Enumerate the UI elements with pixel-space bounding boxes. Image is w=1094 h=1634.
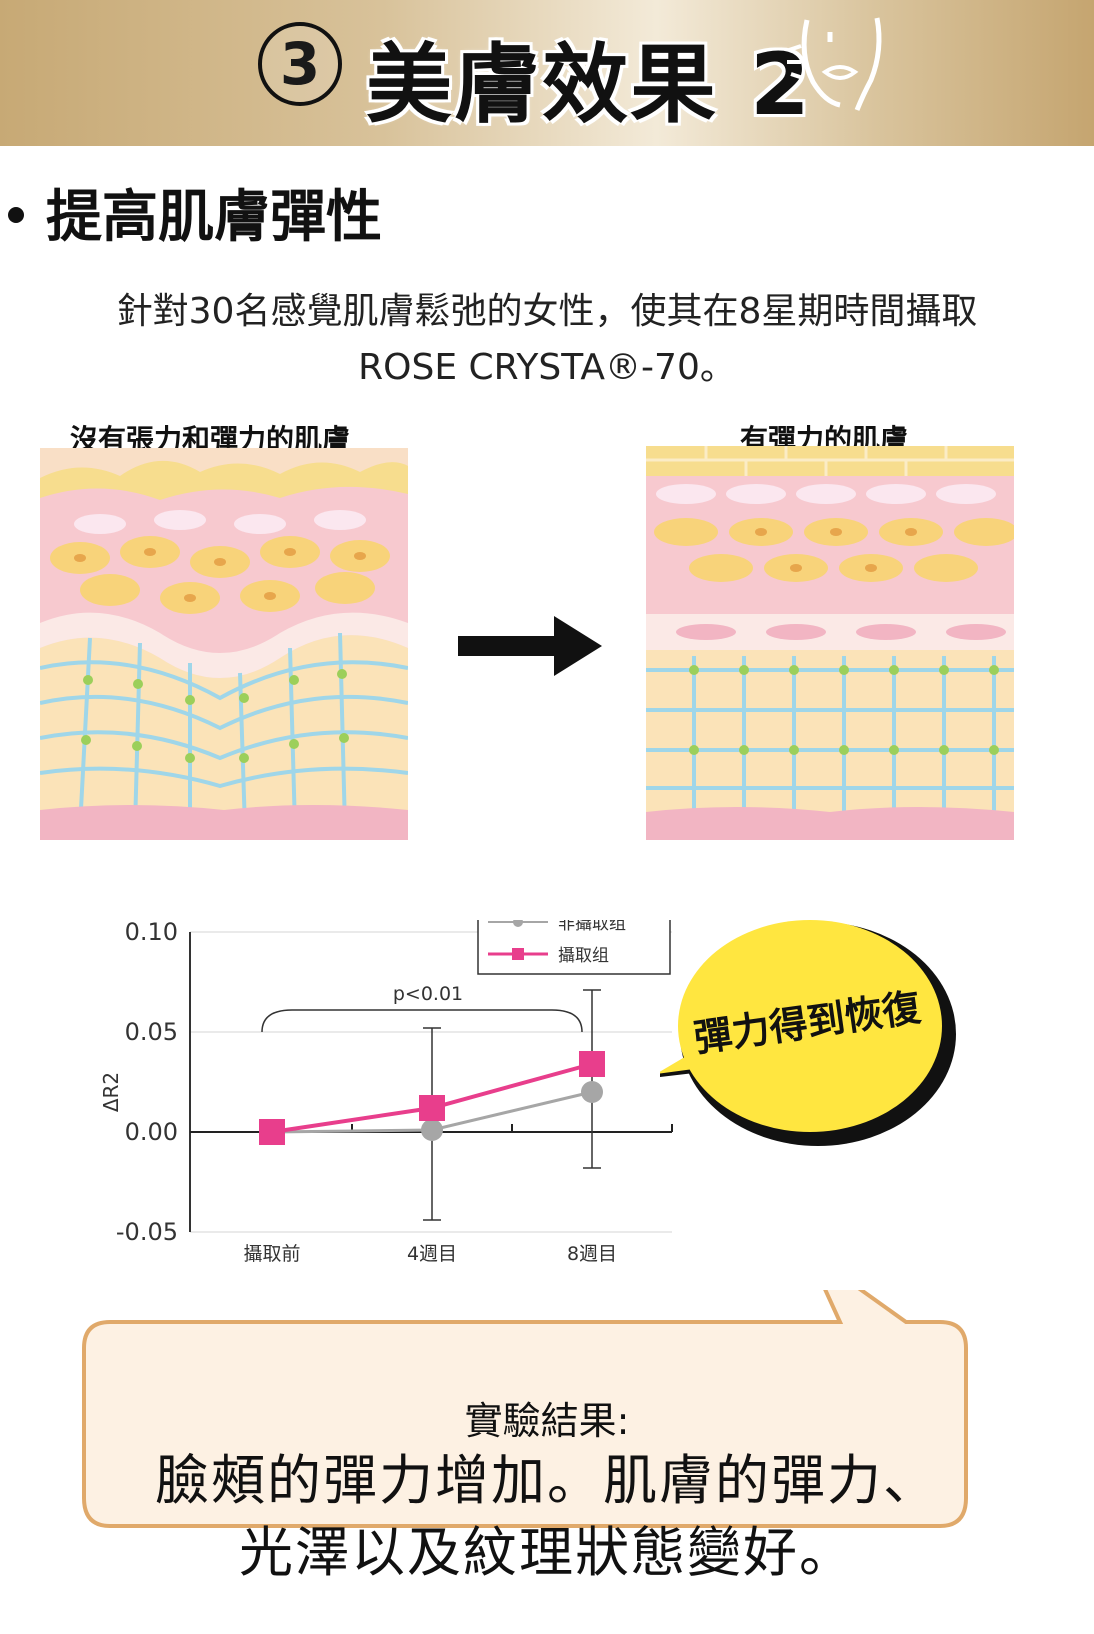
bullet-icon: [8, 206, 24, 223]
data-point-non-intake: [581, 1081, 603, 1103]
result-line-2: 光澤以及紋理狀態變好。: [239, 1521, 855, 1584]
y-axis-label: ΔR2: [99, 1072, 123, 1112]
sagging-skin-illustration: [40, 448, 408, 840]
result-line-1: 臉頰的彈力增加。肌膚的彈力、: [155, 1449, 939, 1512]
elasticity-line-chart: 0.10 0.05 0.00 -0.05 攝取前 4週目 8週目 ΔR2 p<0.01 非…: [99, 920, 673, 1265]
y-tick-label: 0.10: [125, 920, 178, 946]
legend-marker-non-intake: [513, 920, 523, 927]
y-tick-label: 0.05: [125, 1018, 178, 1046]
data-point-non-intake: [421, 1119, 443, 1141]
section-number-badge: 3: [258, 22, 342, 106]
callout-bubble: [660, 920, 956, 1146]
legend-label-non-intake: 非攝取组: [558, 920, 626, 934]
y-tick-label: 0.00: [125, 1118, 178, 1146]
header-banner: [0, 0, 1094, 146]
section-heading-text: 提高肌膚彈性: [46, 185, 382, 250]
x-tick-label: 攝取前: [243, 1243, 300, 1265]
significance-label: p<0.01: [393, 983, 463, 1005]
description-line-2: ROSE CRYSTA®-70。: [358, 347, 736, 388]
data-point-intake: [579, 1051, 605, 1077]
y-tick-label: -0.05: [116, 1218, 178, 1246]
page-title: 美膚效果 2: [366, 35, 812, 135]
result-heading: 實驗結果:: [464, 1399, 630, 1443]
legend-marker-intake: [512, 948, 524, 960]
firm-skin-illustration: [646, 446, 1014, 840]
face-outline-icon: [787, 17, 882, 111]
description-line-1: 針對30名感覺肌膚鬆弛的女性，使其在8星期時間攝取: [116, 291, 978, 332]
significance-bracket: [261, 1009, 583, 1033]
section-heading: 提高肌膚彈性: [8, 172, 382, 253]
data-point-intake: [419, 1095, 445, 1121]
right-arrow-icon: [458, 616, 602, 676]
x-tick-label: 4週目: [407, 1243, 457, 1265]
data-point-intake: [259, 1119, 285, 1145]
legend-label-intake: 攝取组: [558, 946, 609, 966]
chart-legend: 非攝取组 攝取组: [477, 920, 671, 975]
x-tick-label: 8週目: [567, 1243, 617, 1265]
result-box: [82, 1290, 968, 1528]
